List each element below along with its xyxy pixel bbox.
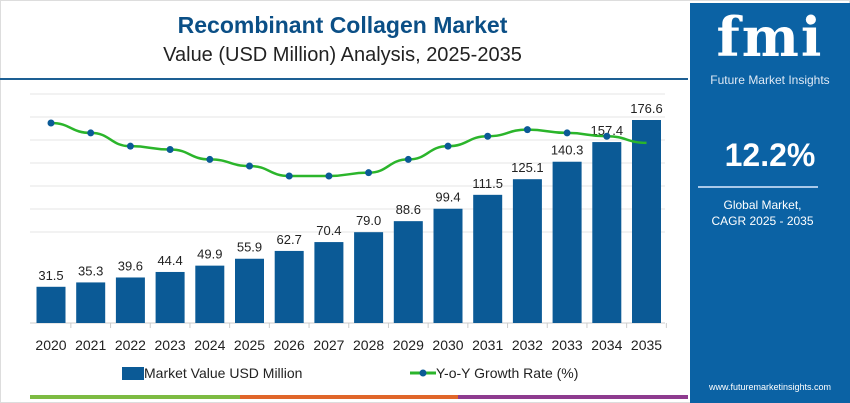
bar-2027 — [314, 242, 344, 323]
bar-label-2033: 140.3 — [551, 143, 584, 158]
legend-item-market-value: Market Value USD Million — [122, 364, 302, 382]
bar-2023 — [155, 271, 185, 323]
bar-label-2028: 79.0 — [356, 213, 381, 228]
bar-label-2034: 157.4 — [591, 123, 624, 138]
logo-subtitle: Future Market Insights — [710, 73, 830, 87]
growth-point-2023 — [166, 145, 174, 153]
x-tick-label-2027: 2027 — [313, 337, 344, 353]
bar-label-2030: 99.4 — [435, 190, 460, 205]
header-divider — [0, 78, 688, 80]
x-tick-label-2021: 2021 — [75, 337, 106, 353]
x-tick-label-2024: 2024 — [194, 337, 225, 353]
bar-2033 — [552, 161, 582, 323]
chart-subtitle: Value (USD Million) Analysis, 2025-2035 — [163, 44, 522, 66]
x-tick-label-2035: 2035 — [631, 337, 662, 353]
x-tick-label-2025: 2025 — [234, 337, 265, 353]
growth-point-2021 — [87, 129, 95, 137]
growth-point-2028 — [365, 169, 373, 177]
x-tick-label-2030: 2030 — [432, 337, 463, 353]
growth-point-2027 — [325, 172, 333, 180]
stripe-purple — [458, 395, 688, 399]
stripe-orange — [240, 395, 458, 399]
bar-2030 — [433, 208, 463, 323]
x-tick-label-2023: 2023 — [155, 337, 186, 353]
growth-point-2032 — [523, 126, 531, 134]
website-link[interactable]: www.futuremarketinsights.com — [708, 382, 832, 392]
growth-point-2026 — [285, 172, 293, 180]
bar-2024 — [195, 265, 225, 323]
legend-bar-swatch — [122, 366, 144, 380]
chart-plot: 31.5 2020 35.3 2021 39.6 2022 44.4 2023 49.9 2024… — [30, 93, 667, 353]
cagr-label-line2: CAGR 2025 - 2035 — [711, 214, 814, 228]
stripe-green — [30, 395, 240, 399]
side-panel: fmi Future Market Insights 12.2% Global … — [690, 3, 850, 403]
bar-label-2022: 39.6 — [118, 258, 143, 273]
growth-point-2034 — [603, 132, 611, 140]
growth-point-2025 — [246, 162, 253, 170]
growth-point-2020 — [47, 119, 55, 127]
x-tick-label-2020: 2020 — [35, 337, 66, 353]
bar-label-2021: 35.3 — [78, 263, 103, 278]
bar-label-2026: 62.7 — [277, 232, 302, 247]
growth-point-2031 — [484, 132, 492, 140]
fmi-logo: fmi — [716, 5, 824, 69]
x-tick-label-2031: 2031 — [472, 337, 503, 353]
cagr-label: Global Market, CAGR 2025 - 2035 — [690, 197, 835, 229]
bar-2032 — [512, 179, 542, 323]
bar-label-2035: 176.6 — [630, 101, 663, 116]
bar-2035 — [632, 120, 661, 323]
bar-2029 — [393, 221, 423, 323]
bar-2020 — [36, 286, 66, 323]
growth-point-2030 — [444, 142, 452, 150]
x-tick-label-2034: 2034 — [591, 337, 622, 353]
legend-line-swatch — [410, 369, 436, 377]
bar-label-2025: 55.9 — [237, 240, 262, 255]
chart-title: Recombinant Collagen Market — [177, 12, 508, 38]
bar-2021 — [76, 282, 106, 323]
x-tick-label-2028: 2028 — [353, 337, 384, 353]
x-tick-label-2022: 2022 — [115, 337, 146, 353]
bar-2025 — [235, 258, 264, 323]
legend-item-growth-rate: Y-o-Y Growth Rate (%) — [410, 364, 578, 382]
bar-label-2020: 31.5 — [38, 268, 63, 283]
x-tick-label-2032: 2032 — [512, 337, 543, 353]
bar-2034 — [592, 142, 622, 323]
growth-point-2022 — [126, 142, 134, 150]
bar-label-2024: 49.9 — [197, 247, 222, 262]
panel-divider — [698, 186, 818, 188]
cagr-value: 12.2% — [724, 137, 816, 173]
bar-2028 — [354, 232, 384, 323]
bar-2022 — [115, 277, 145, 323]
growth-point-2033 — [563, 129, 571, 137]
growth-point-2024 — [206, 155, 214, 163]
bar-label-2027: 70.4 — [316, 223, 341, 238]
growth-point-2029 — [404, 155, 412, 163]
bar-label-2023: 44.4 — [157, 253, 182, 268]
bar-label-2029: 88.6 — [396, 202, 421, 217]
bar-label-2032: 125.1 — [511, 160, 544, 175]
growth-rate-line — [50, 121, 647, 178]
x-tick-label-2033: 2033 — [552, 337, 583, 353]
legend-label: Market Value USD Million — [144, 365, 303, 381]
bar-label-2031: 111.5 — [472, 176, 503, 191]
bar-2026 — [274, 250, 304, 323]
cagr-label-line1: Global Market, — [723, 198, 802, 212]
bar-2031 — [473, 194, 503, 323]
x-tick-label-2026: 2026 — [274, 337, 305, 353]
legend-label: Y-o-Y Growth Rate (%) — [436, 365, 579, 381]
x-tick-label-2029: 2029 — [393, 337, 424, 353]
